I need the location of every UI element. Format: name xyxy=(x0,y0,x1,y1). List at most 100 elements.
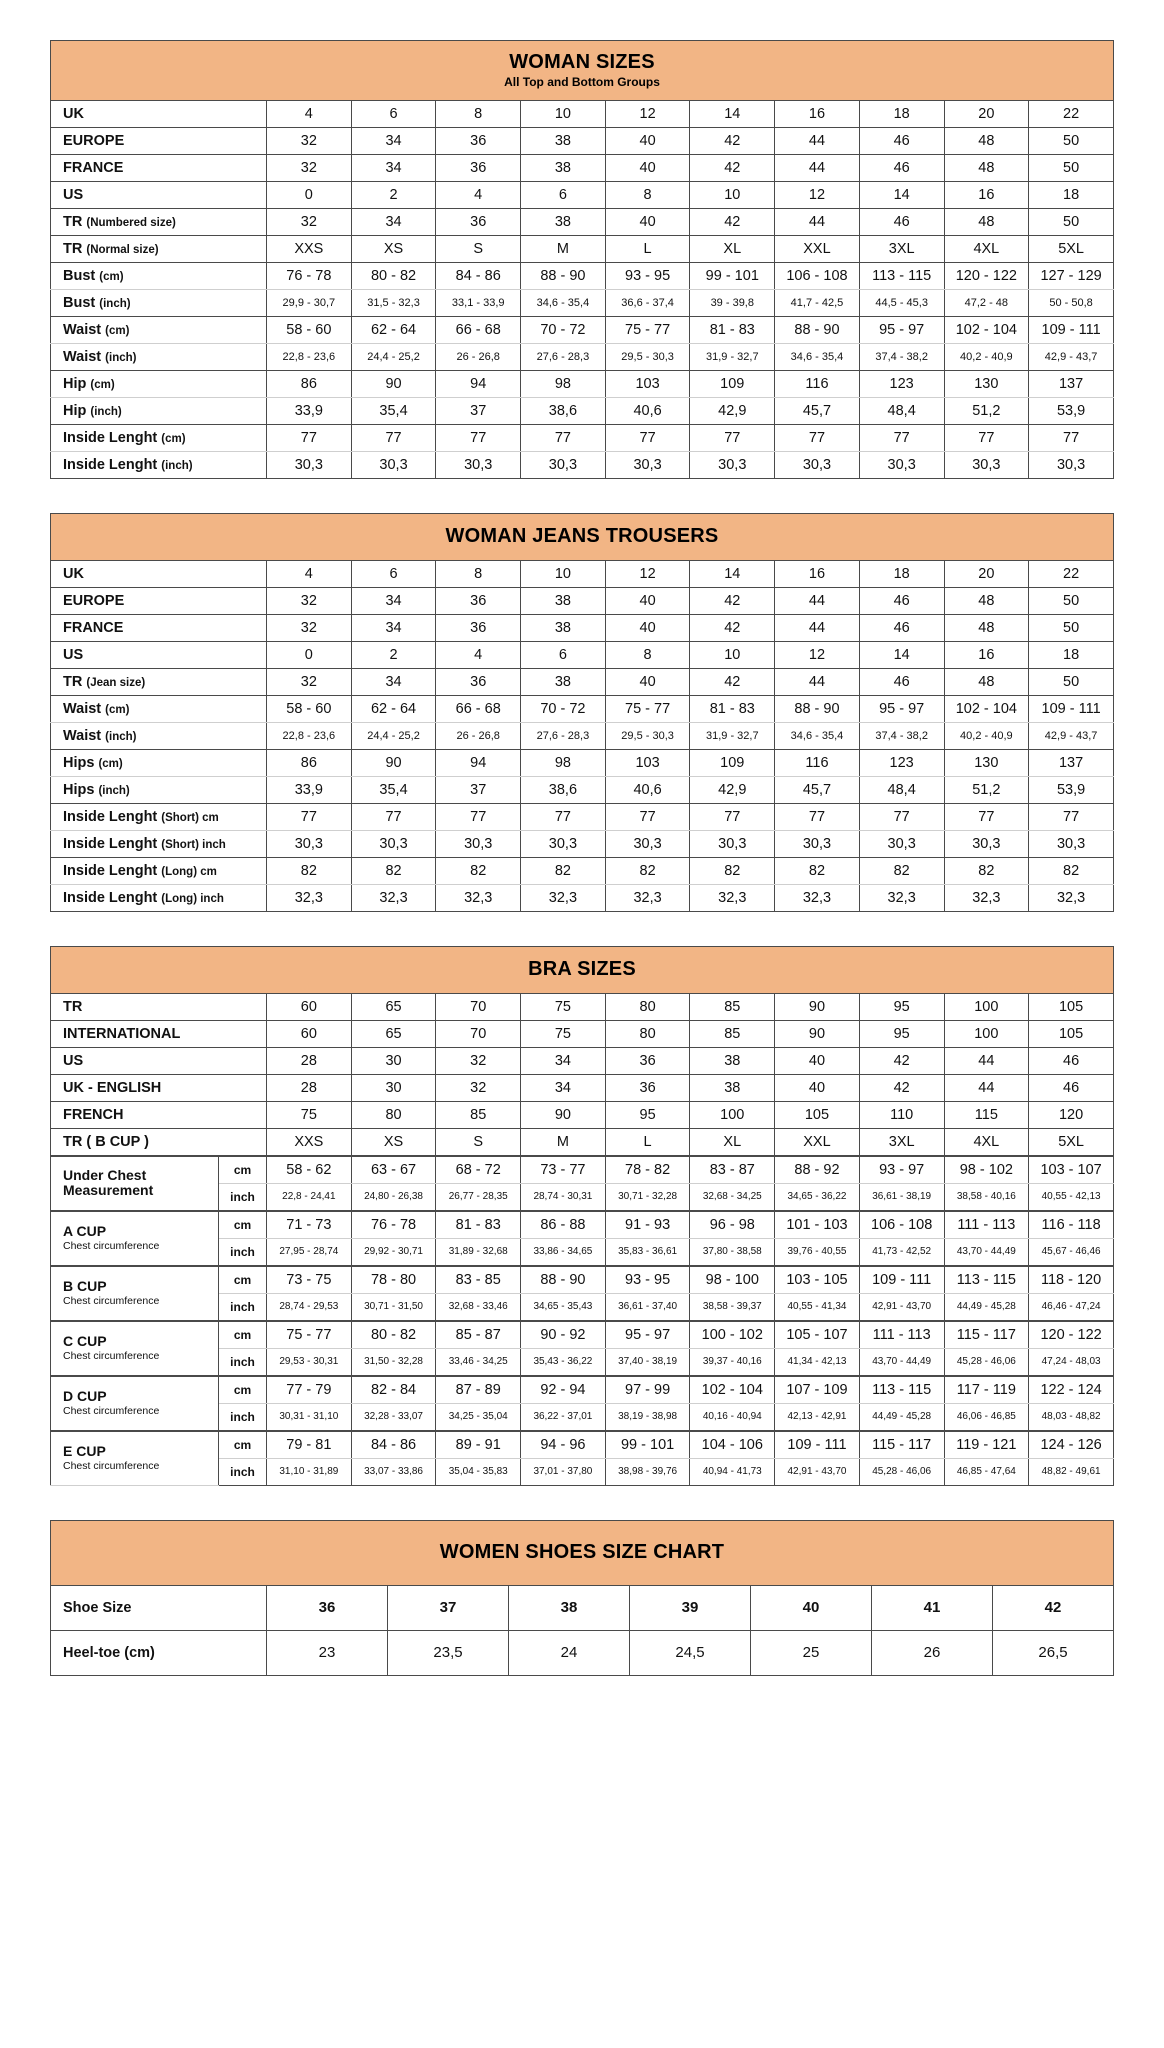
table-cell: 45,67 - 46,46 xyxy=(1028,1237,1114,1267)
row-label-unit: (cm) xyxy=(105,324,130,337)
table-cell: 29,5 - 30,3 xyxy=(604,342,691,371)
row-label-unit: (Long) inch xyxy=(161,892,224,905)
table-cell: 93 - 95 xyxy=(604,1264,691,1294)
row-label: Waist (cm) xyxy=(50,694,267,723)
table-cell: 51,2 xyxy=(943,396,1030,425)
table-cell: 118 - 120 xyxy=(1028,1264,1114,1294)
table-row: TR (Jean size) 32 34 36 38 40 42 44 46 48 50 xyxy=(50,667,1114,696)
table-cell: 33,1 - 33,9 xyxy=(435,288,522,317)
table-cell: 28 xyxy=(266,1046,352,1075)
table-cell: 84 - 86 xyxy=(350,1429,437,1459)
table-cell: 39,76 - 40,55 xyxy=(774,1237,860,1267)
table-cell: 22 xyxy=(1028,99,1114,128)
table-cell: 35,83 - 36,61 xyxy=(604,1237,691,1267)
group-label: C CUP Chest circumference xyxy=(50,1319,219,1377)
table-cell: 82 xyxy=(774,856,860,885)
table-cell: 88 - 90 xyxy=(774,694,860,723)
table-cell: 53,9 xyxy=(1028,396,1114,425)
table-cell: 94 xyxy=(435,369,522,398)
table-row: Inside Lenght (cm) 77 77 77 77 77 77 77 77 77 77 xyxy=(50,423,1114,452)
table-cell: 99 - 101 xyxy=(604,1429,691,1459)
table-cell: 24,4 - 25,2 xyxy=(350,342,437,371)
table-cell: 14 xyxy=(689,99,776,128)
table-cell: 95 - 97 xyxy=(858,315,945,344)
table-cell: 37 xyxy=(387,1584,509,1631)
table-cell: 92 - 94 xyxy=(520,1374,606,1404)
table-cell: 36,22 - 37,01 xyxy=(520,1402,606,1432)
table-cell: 4XL xyxy=(943,234,1030,263)
table-cell: 62 - 64 xyxy=(350,315,437,344)
group-label-text: E CUP xyxy=(63,1443,106,1460)
table-cell: 36 xyxy=(435,586,522,615)
table-cell: 77 xyxy=(350,423,437,452)
woman-sizes-block: WOMAN SIZES All Top and Bottom Groups UK 4 6… xyxy=(50,40,1114,479)
table-cell: M xyxy=(520,234,606,263)
row-label-text: Hip xyxy=(63,402,87,419)
table-cell: 42,9 - 43,7 xyxy=(1028,342,1114,371)
table-cell: 105 xyxy=(774,1100,860,1129)
table-cell: 77 xyxy=(1028,802,1114,831)
table-cell: 77 xyxy=(943,423,1030,452)
table-cell: 75 - 77 xyxy=(266,1319,352,1349)
group-label: B CUP Chest circumference xyxy=(50,1264,219,1322)
table-cell: 100 - 102 xyxy=(689,1319,776,1349)
table-cell: 86 xyxy=(266,748,352,777)
table-cell: 105 - 107 xyxy=(774,1319,860,1349)
table-cell: 109 - 111 xyxy=(1028,315,1114,344)
table-cell: 105 xyxy=(1028,992,1114,1021)
size-chart-page: WOMAN SIZES All Top and Bottom Groups UK 4 6… xyxy=(50,40,1114,1676)
table-cell: 120 xyxy=(1028,1100,1114,1129)
table-cell: 86 xyxy=(266,369,352,398)
row-label: Waist (inch) xyxy=(50,721,267,750)
table-cell: 24,4 - 25,2 xyxy=(350,721,437,750)
table-row: FRANCE 32 34 36 38 40 42 44 46 48 50 xyxy=(50,153,1114,182)
table-cell: 36 xyxy=(604,1073,691,1102)
table-cell: 40 xyxy=(604,207,691,236)
table-cell: 35,04 - 35,83 xyxy=(435,1457,522,1486)
table-cell: 48,82 - 49,61 xyxy=(1028,1457,1114,1486)
table-cell: 40 xyxy=(604,153,691,182)
table-cell: XS xyxy=(350,1127,437,1157)
table-cell: 29,92 - 30,71 xyxy=(350,1237,437,1267)
table-cell: 106 - 108 xyxy=(774,261,860,290)
row-label: FRANCE xyxy=(50,153,267,182)
table-cell: 46 xyxy=(858,126,945,155)
table-cell: 40 xyxy=(604,586,691,615)
table-cell: 99 - 101 xyxy=(689,261,776,290)
table-cell: 27,95 - 28,74 xyxy=(266,1237,352,1267)
row-label-text: Inside Lenght xyxy=(63,456,158,473)
table-cell: 30,3 xyxy=(604,829,691,858)
table-cell: 82 xyxy=(943,856,1030,885)
table-cell: 28,74 - 30,31 xyxy=(520,1182,606,1212)
table-cell: 22,8 - 24,41 xyxy=(266,1182,352,1212)
table-cell: 32,3 xyxy=(858,883,945,912)
table-cell: 26,5 xyxy=(992,1629,1114,1676)
table-cell: 42 xyxy=(992,1584,1114,1631)
table-cell: 32 xyxy=(266,126,352,155)
table-cell: 46,85 - 47,64 xyxy=(943,1457,1030,1486)
table-cell: 42,13 - 42,91 xyxy=(774,1402,860,1432)
table-cell: 100 xyxy=(943,1019,1030,1048)
table-cell: 77 xyxy=(689,802,776,831)
table-cell: 105 xyxy=(1028,1019,1114,1048)
table-cell: 37,4 - 38,2 xyxy=(858,721,945,750)
row-label-text: FRANCE xyxy=(63,159,124,176)
table-cell: 66 - 68 xyxy=(435,315,522,344)
row-label-unit: (Long) cm xyxy=(161,865,217,878)
row-label: TR (Numbered size) xyxy=(50,207,267,236)
table-cell: 130 xyxy=(943,748,1030,777)
table-cell: 20 xyxy=(943,99,1030,128)
table-cell: 113 - 115 xyxy=(858,261,945,290)
row-label-unit: (Jean size) xyxy=(86,676,146,689)
table-cell: 40,94 - 41,73 xyxy=(689,1457,776,1486)
table-cell: 23,5 xyxy=(387,1629,509,1676)
table-cell: 33,9 xyxy=(266,396,352,425)
table-cell: 90 xyxy=(350,748,437,777)
title-row: WOMEN SHOES SIZE CHART xyxy=(50,1519,1114,1586)
table-cell: 100 xyxy=(689,1100,776,1129)
table-cell: 76 - 78 xyxy=(266,261,352,290)
table-cell: 26 xyxy=(871,1629,993,1676)
table-cell: 0 xyxy=(266,640,352,669)
row-label: Inside Lenght (Long) inch xyxy=(50,883,267,912)
table-cell: 77 xyxy=(520,802,606,831)
